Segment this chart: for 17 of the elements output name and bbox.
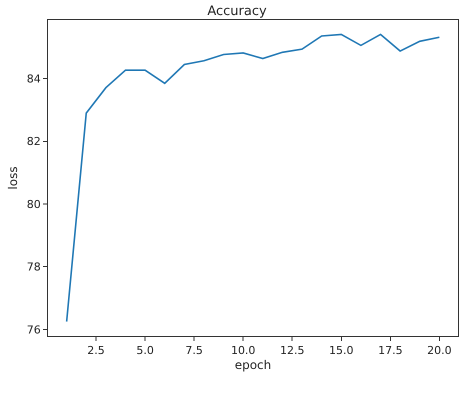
y-tick-label: 82 <box>26 135 41 148</box>
x-axis-title: epoch <box>234 358 272 372</box>
x-tick-label: 7.5 <box>185 344 203 358</box>
x-tick-label: 15.0 <box>329 344 354 358</box>
x-tick-label: 17.5 <box>378 344 403 358</box>
y-tick-label: 80 <box>26 198 41 211</box>
x-tick-label: 12.5 <box>280 344 304 358</box>
y-tick-label: 78 <box>26 260 41 274</box>
y-tick-label: 84 <box>26 72 41 86</box>
chart-title: Accuracy <box>207 4 267 20</box>
x-tick-label: 5.0 <box>136 344 154 358</box>
x-tick-label: 2.5 <box>87 344 105 358</box>
x-tick-label: 10.0 <box>230 344 256 358</box>
y-axis-title: loss <box>6 166 20 190</box>
y-tick-label: 76 <box>26 323 41 336</box>
x-tick-label: 20.0 <box>427 344 452 358</box>
line-series <box>66 34 440 322</box>
